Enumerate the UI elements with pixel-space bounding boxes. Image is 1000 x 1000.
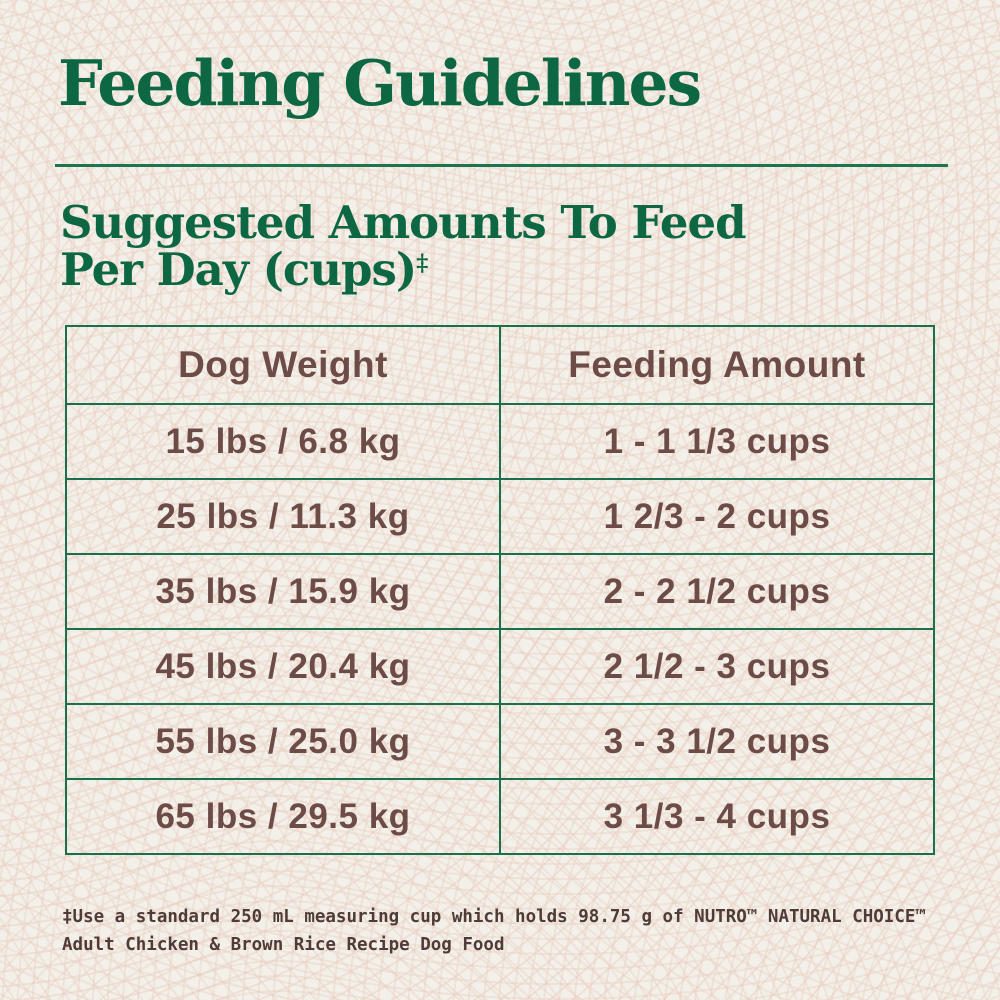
dog-weight-cell: 55 lbs / 25.0 kg [65, 703, 501, 780]
table-row: 65 lbs / 29.5 kg 3 1/3 - 4 cups [65, 778, 935, 855]
dog-weight-cell: 45 lbs / 20.4 kg [65, 628, 501, 705]
footnote-line2: Adult Chicken & Brown Rice Recipe Dog Fo… [62, 935, 505, 956]
page-title: Feeding Guidelines [58, 46, 702, 120]
table-row: 55 lbs / 25.0 kg 3 - 3 1/2 cups [65, 703, 935, 780]
feeding-table: Dog Weight Feeding Amount 15 lbs / 6.8 k… [65, 325, 935, 855]
table-row: 15 lbs / 6.8 kg 1 - 1 1/3 cups [65, 403, 935, 480]
section-subtitle-line1: Suggested Amounts To Feed [60, 196, 747, 249]
feeding-amount-cell: 3 1/3 - 4 cups [499, 778, 935, 855]
feeding-amount-cell: 2 - 2 1/2 cups [499, 553, 935, 630]
column-header-feeding-amount: Feeding Amount [499, 325, 935, 405]
table-row: 25 lbs / 11.3 kg 1 2/3 - 2 cups [65, 478, 935, 555]
footnote-marker: ‡ [416, 248, 429, 277]
table-header-row: Dog Weight Feeding Amount [65, 325, 935, 405]
table-row: 35 lbs / 15.9 kg 2 - 2 1/2 cups [65, 553, 935, 630]
footnote: ‡Use a standard 250 mL measuring cup whi… [62, 903, 952, 960]
dog-weight-cell: 15 lbs / 6.8 kg [65, 403, 501, 480]
title-divider [55, 164, 948, 167]
section-subtitle-line2: Per Day (cups) [60, 243, 417, 297]
feeding-amount-cell: 2 1/2 - 3 cups [499, 628, 935, 705]
table-row: 45 lbs / 20.4 kg 2 1/2 - 3 cups [65, 628, 935, 705]
dog-weight-cell: 35 lbs / 15.9 kg [65, 553, 501, 630]
dog-weight-cell: 65 lbs / 29.5 kg [65, 778, 501, 855]
footnote-line1: ‡Use a standard 250 mL measuring cup whi… [62, 907, 926, 927]
feeding-amount-cell: 1 2/3 - 2 cups [499, 478, 935, 555]
column-header-dog-weight: Dog Weight [65, 325, 501, 405]
section-subtitle: Suggested Amounts To Feed Per Day (cups)‡ [60, 196, 747, 297]
dog-weight-cell: 25 lbs / 11.3 kg [65, 478, 501, 555]
feeding-amount-cell: 1 - 1 1/3 cups [499, 403, 935, 480]
feeding-amount-cell: 3 - 3 1/2 cups [499, 703, 935, 780]
